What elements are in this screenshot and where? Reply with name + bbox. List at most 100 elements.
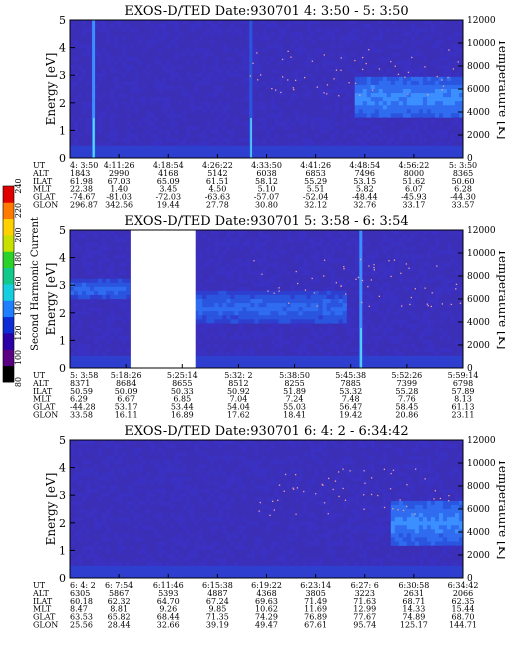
heat-cell bbox=[322, 307, 327, 312]
heat-cell bbox=[174, 153, 179, 158]
heat-cell bbox=[202, 323, 207, 328]
heat-cell bbox=[118, 254, 123, 259]
heat-cell bbox=[442, 533, 448, 538]
heat-cell bbox=[218, 149, 223, 155]
heat-cell bbox=[358, 80, 364, 86]
heat-cell bbox=[298, 101, 303, 106]
heat-cell bbox=[342, 294, 347, 300]
heat-cell bbox=[78, 290, 83, 296]
heat-cell bbox=[278, 355, 283, 361]
heat-cell bbox=[78, 557, 83, 563]
heat-cell bbox=[74, 569, 79, 575]
heat-cell bbox=[206, 72, 211, 78]
heat-cell bbox=[382, 238, 388, 243]
heat-cell bbox=[386, 335, 392, 340]
heat-cell bbox=[302, 319, 307, 324]
temperature-point bbox=[447, 76, 449, 79]
heat-cell bbox=[74, 278, 79, 284]
heat-cell bbox=[254, 68, 259, 74]
heat-cell bbox=[270, 460, 275, 465]
panel-title: EXOS-D/TED Date:930701 6: 4: 2 - 6:34:42 bbox=[124, 424, 408, 439]
heat-cell bbox=[202, 545, 207, 550]
heat-cell bbox=[142, 557, 147, 563]
temperature-point bbox=[343, 268, 345, 270]
heat-cell bbox=[418, 101, 424, 106]
heat-cell bbox=[402, 517, 408, 522]
heat-cell bbox=[270, 262, 275, 267]
heat-cell bbox=[90, 286, 95, 292]
heat-cell bbox=[82, 105, 87, 110]
heat-cell bbox=[194, 125, 199, 130]
heat-cell bbox=[314, 573, 319, 578]
heat-cell bbox=[298, 440, 303, 445]
heat-cell bbox=[90, 513, 95, 518]
heat-cell bbox=[322, 311, 327, 316]
heat-cell bbox=[410, 557, 416, 563]
info-cell: 296.87 bbox=[70, 201, 98, 210]
heat-cell bbox=[194, 359, 199, 365]
heat-cell bbox=[430, 509, 436, 514]
heat-cell bbox=[422, 238, 428, 243]
info-cell: 16.11 bbox=[115, 411, 138, 420]
heat-cell bbox=[330, 113, 335, 118]
heat-cell bbox=[202, 234, 207, 239]
heat-cell bbox=[170, 117, 175, 122]
heat-cell bbox=[114, 137, 119, 143]
heat-cell bbox=[86, 93, 91, 98]
heat-cell bbox=[398, 113, 404, 118]
heat-cell bbox=[350, 509, 356, 514]
heat-cell bbox=[386, 472, 392, 477]
heat-cell bbox=[354, 484, 360, 490]
heat-cell bbox=[410, 517, 416, 522]
heat-cell bbox=[182, 569, 187, 575]
heat-cell bbox=[290, 319, 295, 324]
heat-cell bbox=[366, 537, 372, 542]
heat-cell bbox=[166, 68, 171, 74]
heat-cell bbox=[198, 573, 203, 578]
heat-cell bbox=[330, 246, 335, 251]
heat-cell bbox=[318, 315, 323, 320]
heat-cell bbox=[406, 89, 412, 94]
heat-cell bbox=[258, 242, 263, 247]
heat-cell bbox=[242, 545, 247, 550]
heat-cell bbox=[186, 573, 191, 578]
heat-cell bbox=[422, 72, 428, 78]
heat-cell bbox=[378, 145, 384, 151]
heat-cell bbox=[110, 440, 115, 445]
heat-cell bbox=[290, 286, 295, 292]
heat-cell bbox=[130, 488, 135, 494]
y2-tick-label: 8000 bbox=[467, 272, 490, 282]
heat-cell bbox=[218, 513, 223, 518]
heat-cell bbox=[214, 307, 219, 312]
heat-cell bbox=[90, 355, 95, 361]
heat-cell bbox=[430, 343, 436, 349]
heat-cell bbox=[266, 303, 271, 308]
heat-cell bbox=[194, 299, 199, 304]
heat-cell bbox=[298, 359, 303, 365]
heat-cell bbox=[422, 517, 428, 522]
heat-cell bbox=[290, 72, 295, 78]
heat-cell bbox=[378, 242, 384, 247]
heat-cell bbox=[434, 238, 440, 243]
heat-cell bbox=[406, 311, 412, 316]
heat-cell bbox=[418, 89, 424, 94]
heat-cell bbox=[258, 569, 263, 575]
heat-cell bbox=[322, 125, 327, 130]
heat-cell bbox=[206, 262, 211, 267]
heat-cell bbox=[134, 80, 139, 86]
heat-cell bbox=[202, 303, 207, 308]
heat-cell bbox=[274, 40, 279, 45]
heat-cell bbox=[322, 440, 327, 445]
heat-cell bbox=[394, 525, 400, 530]
heat-cell bbox=[234, 359, 239, 365]
heat-cell bbox=[250, 319, 255, 324]
heat-cell bbox=[338, 238, 343, 243]
heat-cell bbox=[270, 113, 275, 118]
heat-cell bbox=[302, 230, 307, 235]
heat-cell bbox=[286, 153, 291, 158]
heat-cell bbox=[242, 303, 247, 308]
heat-cell bbox=[326, 565, 331, 571]
heat-cell bbox=[326, 234, 331, 239]
heat-cell bbox=[250, 311, 255, 316]
heat-cell bbox=[374, 557, 380, 563]
